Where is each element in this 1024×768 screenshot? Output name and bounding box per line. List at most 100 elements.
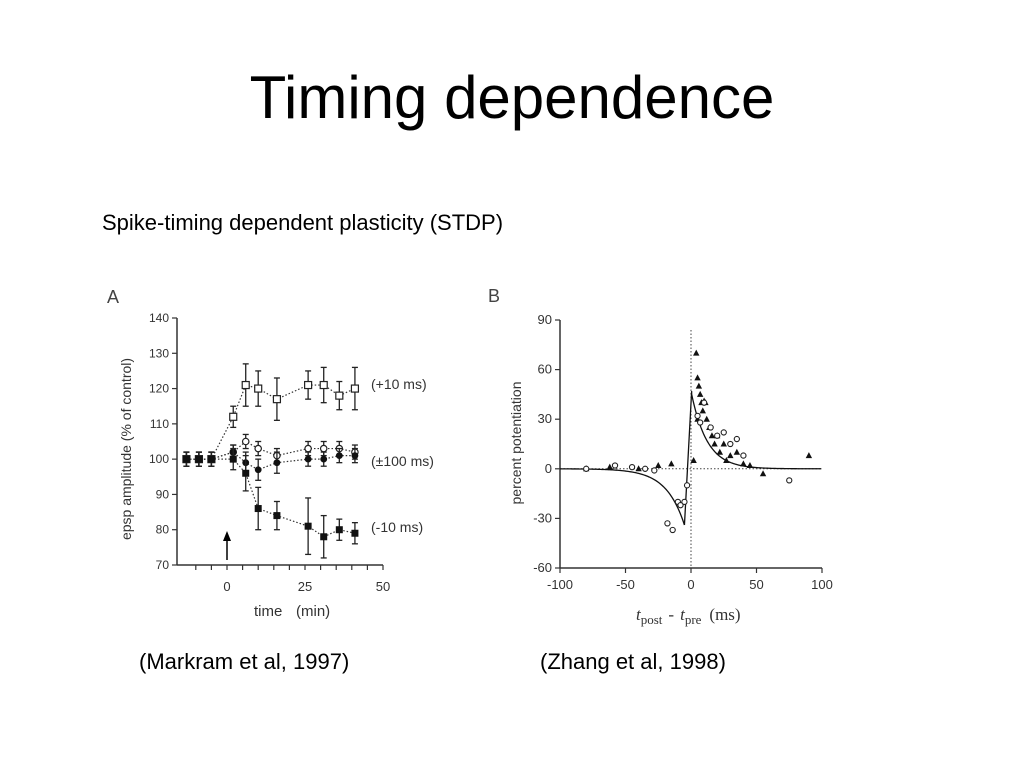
panel-b-point — [694, 412, 701, 420]
panel-b-point — [711, 440, 718, 447]
panel-a-point — [229, 412, 238, 421]
panel-a-ytick-label: 70 — [156, 558, 170, 572]
xlabel-unit: (ms) — [709, 605, 740, 624]
panel-a-point — [351, 529, 359, 537]
xlabel-sub-post: post — [641, 612, 663, 627]
panel-b-point — [651, 467, 658, 474]
panel-a-point — [207, 455, 215, 463]
panel-a-xtick-label: 50 — [376, 579, 390, 594]
panel-b-point — [695, 382, 703, 389]
panel-b-point — [628, 463, 636, 471]
citation-zhang: (Zhang et al, 1998) — [540, 649, 726, 674]
panel-a-point — [319, 380, 328, 390]
xlabel-sub-pre: pre — [685, 612, 702, 627]
panel-a-point — [254, 505, 262, 513]
panel-b-xtick-label: 50 — [749, 577, 763, 592]
panel-b-point — [668, 460, 675, 467]
panel-a-ytick-label: 90 — [156, 487, 170, 501]
citation-markram: (Markram et al, 1997) — [139, 649, 350, 674]
panel-b-xtick-label: 0 — [687, 577, 694, 592]
panel-b-ytick-label: 0 — [545, 461, 552, 476]
panel-a-xtick-label: 0 — [223, 579, 230, 594]
panel-b-point — [693, 349, 700, 356]
panel-a-point — [254, 384, 263, 393]
panel-a: A epsp amplitude (% of control) 70 80 90 10… — [107, 287, 434, 620]
panel-b-point — [720, 429, 727, 436]
xlabel-t-post: t — [636, 605, 642, 624]
panel-a-ytick-label: 120 — [149, 382, 169, 396]
panel-b-point — [716, 448, 724, 455]
panel-b-point — [696, 390, 704, 397]
panel-a-xlabel: time — [254, 603, 282, 620]
panel-a-letter: A — [107, 287, 119, 307]
panel-a-xtick-label: 25 — [298, 579, 312, 594]
panel-a-series-filled-square — [182, 447, 359, 559]
panel-a-point — [335, 452, 343, 460]
panel-a-point — [320, 533, 328, 541]
panel-a-ylabel: epsp amplitude (% of control) — [118, 358, 134, 540]
panel-a-point — [335, 391, 344, 400]
panel-b-point — [700, 399, 708, 406]
panel-a-series-line — [186, 440, 356, 460]
panel-a-point — [272, 395, 282, 404]
panel-a-ytick-label: 140 — [149, 311, 169, 325]
panel-b-point — [664, 520, 671, 527]
panel-b-ytick-label: 60 — [538, 362, 552, 377]
panel-a-point — [335, 526, 343, 534]
panel-b-point — [699, 407, 706, 414]
panel-b-point — [740, 452, 747, 459]
panel-a-point — [320, 455, 328, 463]
panel-a-point — [304, 455, 312, 463]
panel-a-point — [273, 459, 281, 467]
panel-b-point — [727, 452, 734, 459]
panel-b-point — [733, 448, 741, 455]
panel-b-point — [733, 435, 740, 443]
panel-b-point — [805, 452, 813, 459]
panel-b-point — [583, 465, 590, 472]
panel-a-series-line — [186, 451, 355, 471]
panel-b-series-open-circle — [583, 399, 793, 534]
panel-b-point — [720, 440, 727, 447]
panel-b-ylabel: percent potentiation — [508, 382, 524, 505]
panel-a-point — [351, 452, 359, 460]
panel-b-point — [746, 461, 754, 468]
panel-a-point — [254, 466, 262, 474]
panel-a-ytick-label: 100 — [149, 452, 169, 466]
panel-a-series-label: (±100 ms) — [371, 453, 434, 469]
panel-b-point — [714, 432, 721, 439]
panel-b-xtick-label: -100 — [547, 577, 573, 592]
panel-b-fit-curve-positive — [683, 391, 822, 526]
panel-b-ytick-label: -60 — [533, 560, 552, 575]
panel-b-point — [690, 457, 697, 464]
panel-b-fit-curve-negative — [559, 468, 686, 526]
panel-a-series-line — [186, 384, 356, 460]
panel-b-letter: B — [488, 286, 500, 306]
slide-subtitle: Spike-timing dependent plasticity (STDP) — [102, 210, 504, 235]
panel-b-point — [683, 482, 691, 489]
panel-a-point — [273, 512, 281, 520]
panel-a-point — [242, 469, 250, 477]
panel-b-xtick-label: -50 — [616, 577, 635, 592]
panel-b-point — [677, 502, 684, 509]
panel-b-point — [606, 463, 613, 470]
panel-a-point — [254, 444, 263, 453]
slide-title: Timing dependence — [249, 64, 775, 131]
panel-b-point — [669, 526, 676, 534]
panel-b-ytick-label: 90 — [538, 312, 552, 327]
panel-a-point — [241, 380, 250, 390]
panel-b-ytick-label: -30 — [533, 510, 552, 525]
panel-b-point — [681, 498, 688, 506]
panel-b-point — [708, 432, 716, 439]
panel-b-point — [635, 465, 642, 472]
panel-a-series-line — [186, 458, 356, 538]
panel-a-arrow-head — [223, 531, 231, 541]
panel-a-series-open-square — [182, 363, 360, 467]
panel-a-series-label: (+10 ms) — [371, 376, 427, 392]
panel-b-point — [642, 465, 649, 472]
panel-b-point — [611, 462, 619, 469]
panel-a-point — [241, 437, 250, 446]
panel-a-point — [304, 522, 312, 530]
panel-b-point — [655, 461, 662, 468]
panel-b-point — [707, 424, 714, 431]
